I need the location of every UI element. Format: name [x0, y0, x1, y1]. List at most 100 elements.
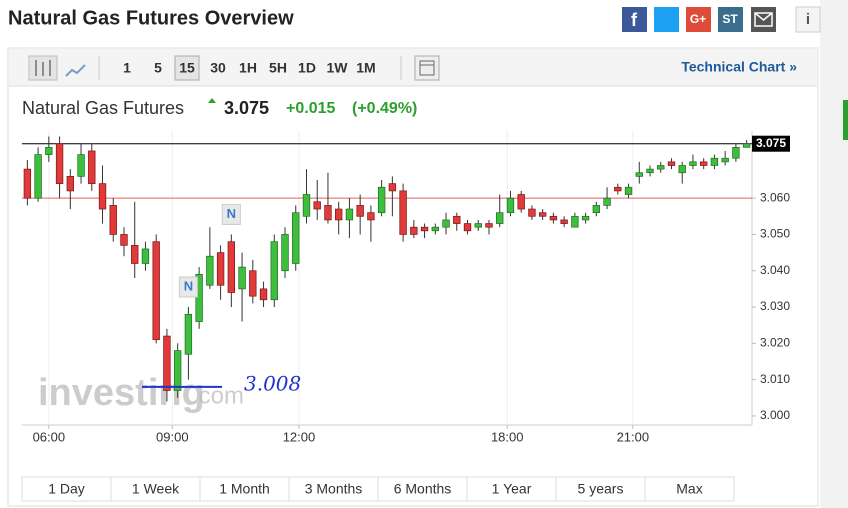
candle-body — [335, 208, 343, 221]
google-plus-label: G+ — [690, 12, 706, 26]
candle-body — [109, 205, 117, 235]
interval-button[interactable]: 1H — [239, 60, 257, 76]
candle-body — [657, 165, 665, 170]
range-tab[interactable] — [466, 476, 557, 502]
candle-body — [377, 186, 386, 214]
percent-change: (+0.49%) — [352, 100, 417, 117]
annotation-text: 3.008 — [244, 371, 301, 395]
candle-body — [388, 183, 397, 192]
interval-button[interactable]: 15 — [179, 60, 195, 76]
candle-body — [345, 208, 354, 221]
instrument-name: Natural Gas Futures — [22, 98, 184, 118]
candle-body — [678, 165, 686, 174]
range-tab[interactable] — [644, 476, 735, 502]
candle-body — [721, 157, 729, 163]
y-tick-label: 3.020 — [760, 336, 790, 350]
candle-body — [689, 161, 697, 166]
candle-body — [732, 146, 740, 159]
candle-body — [420, 226, 429, 232]
candle-body — [614, 186, 622, 192]
candle-body — [173, 350, 182, 391]
candle-body — [356, 205, 364, 217]
news-label: N — [227, 206, 236, 221]
candle-body — [66, 176, 74, 192]
info[interactable] — [795, 6, 821, 33]
interval-button[interactable]: 5H — [269, 60, 287, 76]
x-tick-label: 21:00 — [617, 429, 650, 444]
range-label: 1 Month — [219, 481, 270, 497]
interval-button[interactable]: 1M — [356, 60, 375, 76]
candle-body — [742, 143, 751, 148]
candle-body — [442, 219, 450, 228]
price-change: +0.015 — [286, 100, 335, 117]
candle-body — [700, 161, 708, 166]
email-icon — [754, 12, 773, 27]
candle-body — [184, 313, 193, 355]
candle-body — [538, 212, 547, 217]
candle-body — [227, 241, 236, 293]
x-tick-label: 18:00 — [491, 429, 524, 444]
google-plus[interactable] — [686, 7, 711, 32]
candle-body — [292, 212, 300, 264]
candle-body — [592, 205, 601, 214]
last-price-box — [752, 135, 790, 152]
candle-body — [141, 248, 150, 264]
interval-button[interactable]: 1W — [327, 60, 349, 76]
candle-body — [431, 226, 439, 232]
candle-body — [313, 201, 321, 210]
info-icon: i — [806, 11, 810, 28]
settings-icon — [419, 60, 435, 76]
candle-body — [485, 223, 493, 228]
candle-body — [163, 335, 171, 391]
line-icon[interactable] — [65, 64, 86, 77]
range-label: 1 Year — [492, 481, 532, 497]
last-price: 3.075 — [224, 98, 269, 118]
interval-button[interactable]: 5 — [154, 60, 162, 76]
candle-body — [216, 252, 225, 286]
range-tab[interactable] — [555, 476, 646, 502]
facebook[interactable] — [622, 7, 647, 32]
up-arrow — [208, 98, 216, 103]
candle-body — [281, 234, 289, 272]
candle-body — [45, 146, 53, 155]
candle-body — [23, 168, 32, 199]
candle-body — [581, 215, 590, 221]
stocktwits[interactable] — [718, 7, 743, 32]
candle-body — [603, 197, 611, 206]
x-tick-label: 09:00 — [156, 429, 189, 444]
range-tab[interactable] — [288, 476, 379, 502]
range-label: 6 Months — [394, 481, 452, 497]
interval-button[interactable]: 1D — [298, 60, 316, 76]
candle-body — [249, 270, 257, 297]
range-label: 3 Months — [305, 481, 363, 497]
candle-body — [667, 161, 676, 166]
page-title: Natural Gas Futures Overview — [8, 7, 294, 29]
candle-body — [34, 154, 42, 199]
range-tab[interactable] — [21, 476, 112, 502]
candle-body — [88, 150, 96, 184]
y-tick-label: 3.060 — [760, 190, 790, 204]
candle-body — [152, 241, 160, 341]
candle-body — [710, 157, 719, 166]
candle-body — [55, 143, 64, 184]
news-marker[interactable] — [178, 276, 198, 298]
interval-button[interactable]: 30 — [210, 60, 226, 76]
settings-button[interactable] — [414, 55, 440, 81]
candle-body — [463, 223, 472, 232]
technical-chart-link[interactable]: Technical Chart » — [681, 59, 797, 75]
twitter[interactable] — [654, 7, 679, 32]
candle-body — [399, 190, 407, 235]
y-tick-label: 3.030 — [760, 299, 790, 313]
facebook-icon: f — [631, 10, 638, 30]
interval-button[interactable]: 1 — [123, 60, 131, 76]
range-tab[interactable] — [199, 476, 290, 502]
candle-body — [517, 194, 525, 210]
candle-body — [528, 208, 536, 217]
candle-body — [624, 186, 633, 195]
candle-body — [98, 183, 107, 210]
candle-body — [635, 172, 643, 177]
toolbar-bg — [9, 49, 817, 86]
y-tick-label: 3.050 — [760, 227, 790, 241]
range-label: 5 years — [578, 481, 624, 497]
news-marker[interactable] — [221, 203, 241, 225]
